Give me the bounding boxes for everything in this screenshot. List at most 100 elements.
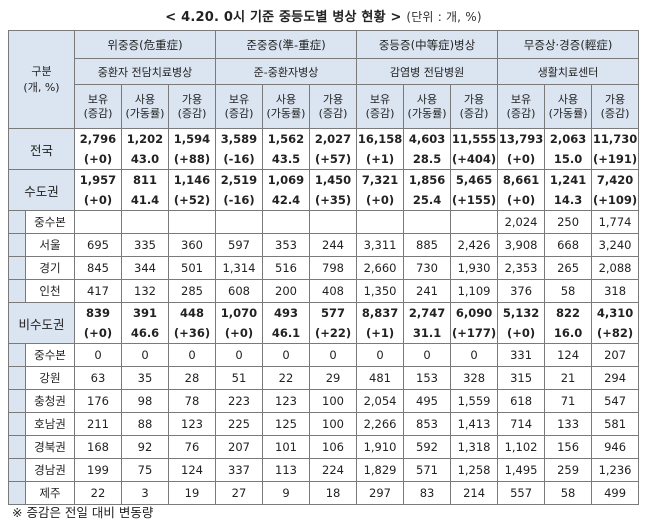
cell-value: 132 (121, 279, 169, 303)
capital-row: 수도권 1,957 811 1,146 2,519 1,069 1,450 7,321 1,85… (8, 169, 640, 211)
cell-value: 58 (544, 279, 593, 303)
sub-region-label: 충청권 (34, 394, 66, 408)
cell-value: 501 (168, 256, 216, 280)
cell-value: 199 (74, 458, 122, 482)
nationwide-delta-row: (+0) 43.0 (+88) (-16) 43.5 (+57) (+1) 28.5 (+404… (9, 149, 640, 170)
cell-delta: (-16) (215, 190, 263, 211)
cell-delta: (+22) (308, 323, 358, 344)
column-header: 사용 (가동률) (262, 84, 310, 129)
label-wrap: 제주 (9, 482, 74, 504)
column-header-label: 보유 (369, 92, 391, 106)
capital-delta-row: (+0) 41.4 (+52) (-16) 42.4 (+35) (+0) 25.4 (+155… (9, 190, 640, 211)
cell-value: 1,562 (262, 128, 310, 149)
cell-value: 241 (403, 279, 452, 303)
cell-delta: (+52) (168, 190, 216, 211)
cell-value: 1,559 (450, 389, 499, 413)
cell-value: 331 (497, 343, 546, 367)
cell-value: 839 (74, 302, 122, 323)
cell-value: 18 (308, 481, 358, 505)
cell-value: 3,311 (356, 233, 405, 257)
cell-value: 577 (308, 302, 358, 323)
indent-block (9, 482, 26, 504)
cell-value: 285 (168, 279, 216, 303)
cell-value: 1,241 (544, 169, 593, 190)
cell-value: 571 (403, 458, 452, 482)
cell-value: 9 (262, 481, 310, 505)
cell-value: 2,063 (544, 128, 593, 149)
cell-value: 225 (215, 412, 263, 436)
cell-value: 0 (262, 343, 310, 367)
cell-value: 3,589 (215, 128, 263, 149)
cell-value: 21 (544, 366, 593, 390)
group-header-critical: 위중증(危重症) (74, 30, 216, 59)
cell-value: 376 (497, 279, 546, 303)
label-wrap: 충청권 (9, 390, 74, 412)
cell-value: 124 (168, 458, 216, 482)
cell-value: 101 (262, 435, 310, 459)
group-sub-moderate: 감염병 전담병원 (356, 58, 499, 85)
cell-delta: (+0) (497, 190, 546, 211)
cell-value: 207 (591, 343, 640, 367)
column-header-sub: (증감) (600, 106, 630, 120)
cell-delta: (+0) (74, 190, 122, 211)
cell-value: 344 (121, 256, 169, 280)
cell-value: 19 (168, 481, 216, 505)
indent-block (9, 367, 26, 389)
label-wrap: 호남권 (9, 413, 74, 435)
column-header-label: 사용 (275, 92, 297, 106)
indent-block (9, 211, 26, 233)
column-header-label: 가용 (322, 92, 344, 106)
cell-value (74, 210, 122, 234)
cell-delta: 14.3 (544, 190, 593, 211)
cell-value: 123 (168, 412, 216, 436)
column-header: 사용 (가동률) (121, 84, 169, 129)
cell-value: 11,730 (591, 128, 640, 149)
indent-block (9, 459, 26, 481)
column-header: 사용 (가동률) (544, 84, 593, 129)
cell-value: 2,519 (215, 169, 263, 190)
capital-sub-label-cell: 인천 (8, 279, 75, 303)
cell-delta: 46.1 (262, 323, 310, 344)
sub-region-label: 경기 (39, 261, 61, 275)
cell-value: 0 (403, 343, 452, 367)
group-header-moderate: 중등증(中等症)병상 (356, 30, 499, 59)
noncapital-sub-row: 충청권 176 98 78 223 123 100 2,054 495 1,559 618 71 547 (8, 389, 640, 413)
column-header: 가용 (증감) (308, 84, 358, 129)
cell-value: 3,908 (497, 233, 546, 257)
column-header: 가용 (증감) (591, 84, 640, 129)
cell-value: 27 (215, 481, 263, 505)
column-header-sub: (증감) (506, 106, 536, 120)
cell-value: 176 (74, 389, 122, 413)
indent-block (9, 257, 26, 279)
indent-block (9, 436, 26, 458)
cell-delta: (+35) (308, 190, 358, 211)
cell-delta: (+0) (497, 323, 546, 344)
label-wrap: 경기 (9, 257, 74, 279)
cell-value: 1,318 (450, 435, 499, 459)
cell-value: 597 (215, 233, 263, 257)
label-wrap: 경남권 (9, 459, 74, 481)
cell-delta: (+109) (591, 190, 640, 211)
column-header-sub: (가동률) (125, 106, 165, 120)
noncapital-sub-row: 경북권 168 92 76 207 101 106 1,910 592 1,318 1,102 156… (8, 435, 640, 459)
cell-value: 1,258 (450, 458, 499, 482)
corner-unit: (개, %) (23, 80, 60, 94)
column-header: 가용 (증감) (450, 84, 499, 129)
cell-value: 581 (591, 412, 640, 436)
cell-value: 1,413 (450, 412, 499, 436)
cell-value: 1,069 (262, 169, 310, 190)
corner-header: 구분 (개, %) (8, 30, 75, 129)
cell-value (450, 210, 499, 234)
column-header: 보유 (증감) (356, 84, 405, 129)
cell-value: 1,957 (74, 169, 122, 190)
cell-value: 1,774 (591, 210, 640, 234)
cell-value: 493 (262, 302, 310, 323)
cell-delta: 28.5 (403, 149, 452, 170)
noncapital-sub-label-cell: 제주 (8, 481, 75, 505)
cell-value: 2,796 (74, 128, 122, 149)
cell-delta: 15.0 (544, 149, 593, 170)
label-wrap: 경북권 (9, 436, 74, 458)
cell-value: 695 (74, 233, 122, 257)
cell-delta: (+0) (215, 323, 263, 344)
noncapital-row: 비수도권 839 391 448 1,070 493 577 8,837 2,747 6,090 5… (8, 302, 640, 344)
